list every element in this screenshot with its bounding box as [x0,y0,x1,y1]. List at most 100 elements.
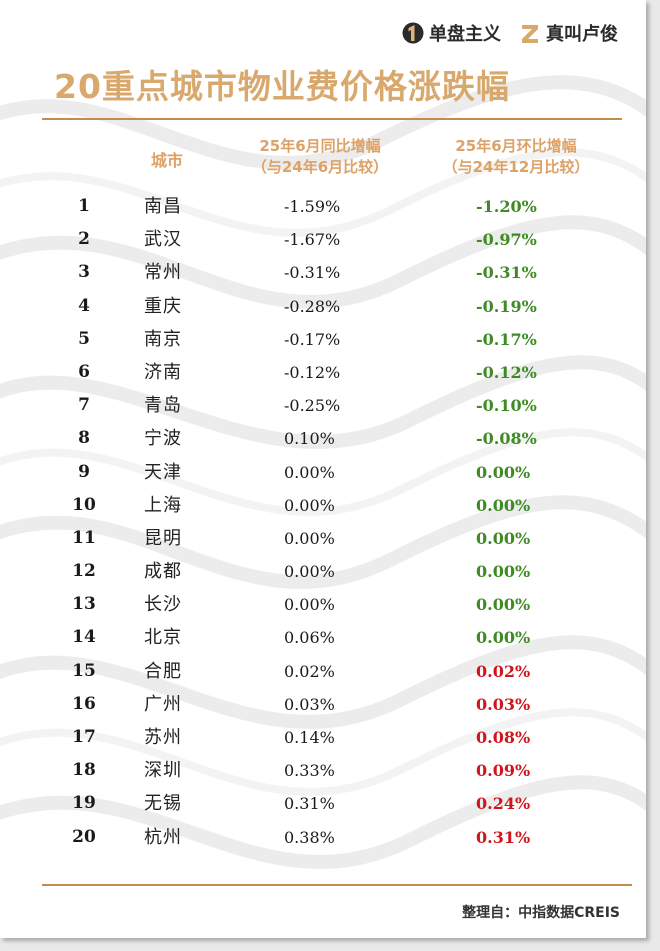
table-row: 19 无锡 0.31% 0.24% [0,787,646,820]
table-row: 11 昆明 0.00% 0.00% [0,522,646,555]
mom-cell: -0.08% [476,429,537,449]
city-cell: 济南 [144,361,182,383]
brand-right-name: 真叫卢俊 [546,24,618,45]
mom-cell: -0.17% [476,329,537,349]
city-cell: 北京 [144,627,182,649]
yoy-cell: 0.00% [284,462,335,482]
table-row: 8 宁波 0.10% -0.08% [0,422,646,455]
yoy-cell: 0.02% [284,661,335,681]
table-row: 3 常州 -0.31% -0.31% [0,256,646,289]
yoy-cell: -0.17% [284,329,341,349]
table-row: 1 南昌 -1.59% -1.20% [0,190,646,223]
table-row: 9 天津 0.00% 0.00% [0,456,646,489]
mom-cell: -0.31% [476,263,537,283]
yoy-cell: -0.31% [284,263,341,283]
city-cell: 南京 [144,328,182,350]
mom-cell: -0.97% [476,230,537,250]
header-yoy-line1: 25年6月同比增幅 [259,137,381,155]
z-logo-icon [519,20,541,46]
mom-cell: 0.00% [476,462,531,482]
mom-cell: 0.02% [476,661,531,681]
mom-cell: 0.00% [476,595,531,615]
mom-cell: 0.00% [476,628,531,648]
city-cell: 成都 [144,561,182,583]
rank-cell: 17 [72,727,96,747]
table-row: 4 重庆 -0.28% -0.19% [0,290,646,323]
mom-cell: -0.19% [476,296,537,316]
mom-cell: -0.10% [476,396,537,416]
yoy-cell: 0.00% [284,528,335,548]
rank-cell: 8 [78,428,90,449]
mom-cell: 0.00% [476,562,531,582]
header-yoy-line2: （与24年6月比较） [251,158,389,176]
city-cell: 青岛 [144,395,182,417]
yoy-cell: -1.59% [284,197,341,216]
table-row: 14 北京 0.06% 0.00% [0,621,646,654]
rank-cell: 6 [78,361,90,382]
yoy-cell: -1.67% [284,230,341,250]
table-row: 18 深圳 0.33% 0.09% [0,754,646,787]
table-row: 20 杭州 0.38% 0.31% [0,821,646,854]
mom-cell: 0.08% [476,728,531,747]
mom-cell: 0.09% [476,761,531,781]
city-cell: 武汉 [144,229,182,251]
yoy-cell: 0.00% [284,562,335,582]
one-badge-icon [402,20,424,46]
rank-cell: 15 [72,660,96,681]
bottom-divider [42,884,632,886]
city-cell: 无锡 [144,793,182,815]
yoy-cell: -0.25% [284,396,341,416]
yoy-cell: 0.06% [284,628,335,648]
yoy-cell: 0.31% [284,794,335,814]
mom-cell: 0.31% [476,827,531,847]
yoy-cell: -0.12% [284,362,341,382]
page-title: 20重点城市物业费价格涨跌幅 [54,67,510,106]
header-mom: 25年6月环比增幅 （与24年12月比较） [418,136,614,178]
infographic-card: 单盘主义 真叫卢俊 20重点城市物业费价格涨跌幅 城市 25年6月同比增幅 （与… [0,0,646,938]
rank-cell: 11 [72,527,96,548]
city-table: 1 南昌 -1.59% -1.20% 2 武汉 -1.67% -0.97% 3 常州 -0.31% -… [0,190,646,854]
mom-cell: 0.24% [476,794,531,814]
table-row: 10 上海 0.00% 0.00% [0,489,646,522]
header-mom-line1: 25年6月环比增幅 [455,137,577,155]
header-city: 城市 [150,151,183,170]
city-cell: 宁波 [144,428,182,450]
header-yoy: 25年6月同比增幅 （与24年6月比较） [222,136,418,178]
rank-cell: 13 [72,594,96,615]
top-divider [42,118,622,120]
mom-cell: -0.12% [476,362,537,382]
yoy-cell: -0.28% [284,296,341,316]
rank-cell: 19 [72,793,96,814]
source-note: 整理自：中指数据CREIS [462,905,620,921]
mom-cell: 0.00% [476,495,531,515]
city-cell: 重庆 [144,295,182,317]
rank-cell: 10 [72,494,96,515]
city-cell: 上海 [144,494,182,516]
rank-cell: 4 [78,295,90,316]
city-cell: 广州 [144,693,182,715]
rank-cell: 12 [72,561,96,582]
rank-cell: 5 [78,328,90,349]
city-cell: 常州 [144,262,182,284]
city-cell: 苏州 [144,727,182,748]
rank-cell: 18 [72,760,96,781]
city-cell: 深圳 [144,760,182,782]
brand-bar: 单盘主义 真叫卢俊 [402,20,618,46]
yoy-cell: 0.33% [284,761,335,781]
yoy-cell: 0.03% [284,694,335,714]
city-cell: 杭州 [144,826,182,848]
yoy-cell: 0.38% [284,827,335,847]
yoy-cell: 0.00% [284,495,335,515]
rank-cell: 2 [78,229,90,250]
wave-background [0,75,646,869]
brand-left: 单盘主义 [402,20,501,46]
city-cell: 南昌 [144,196,182,217]
table-row: 12 成都 0.00% 0.00% [0,555,646,588]
mom-cell: 0.00% [476,528,531,548]
yoy-cell: 0.10% [284,429,335,449]
table-row: 15 合肥 0.02% 0.02% [0,655,646,688]
table-row: 17 苏州 0.14% 0.08% [0,721,646,754]
table-row: 6 济南 -0.12% -0.12% [0,356,646,389]
table-row: 5 南京 -0.17% -0.17% [0,323,646,356]
table-row: 16 广州 0.03% 0.03% [0,688,646,721]
